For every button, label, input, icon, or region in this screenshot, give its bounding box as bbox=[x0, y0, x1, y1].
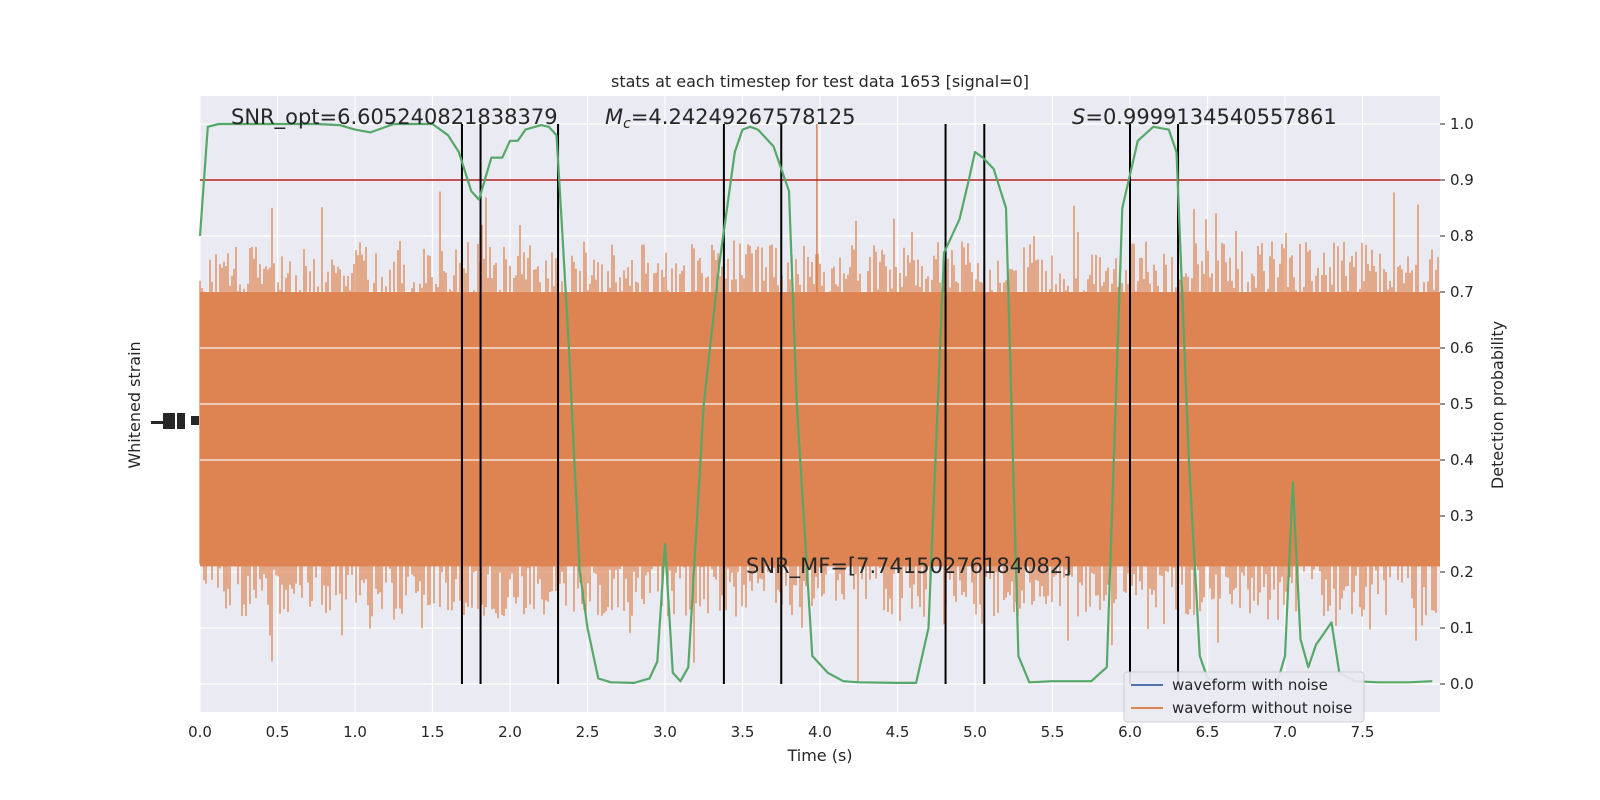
snr-mf-annotation: SNR_MF=[7.74150276184082] bbox=[746, 554, 1071, 579]
waveform-spikes bbox=[199, 191, 1439, 682]
x-tick-label: 3.0 bbox=[653, 723, 677, 741]
x-tick-label: 1.0 bbox=[343, 723, 367, 741]
x-tick-label: 1.5 bbox=[421, 723, 445, 741]
y-axis-right-label: Detection probability bbox=[1488, 321, 1507, 489]
x-tick-label: 3.5 bbox=[731, 723, 755, 741]
legend-box bbox=[1123, 671, 1365, 723]
y-tick-label: 0.8 bbox=[1450, 227, 1474, 245]
snr-opt-annotation: SNR_opt=6.605240821838379 bbox=[231, 105, 558, 130]
legend: waveform with noise waveform without noi… bbox=[1123, 671, 1365, 723]
y-tick-label: 0.3 bbox=[1450, 507, 1474, 525]
legend-label-no-noise: waveform without noise bbox=[1172, 699, 1352, 717]
s-annotation: S=0.9999134540557861 bbox=[1072, 105, 1337, 129]
legend-label-noise: waveform with noise bbox=[1172, 676, 1328, 694]
y-tick-label: 1.0 bbox=[1450, 115, 1474, 133]
detection-probability-path bbox=[198, 122, 1433, 684]
y-tick-label: 0.4 bbox=[1450, 451, 1474, 469]
y-tick-label: 0.5 bbox=[1450, 395, 1474, 413]
x-tick-label: 6.0 bbox=[1118, 723, 1142, 741]
y-tick-label: 0.1 bbox=[1450, 619, 1474, 637]
left-axis-tick-marks bbox=[151, 413, 199, 429]
waveform-without-noise bbox=[199, 124, 1440, 682]
x-tick-label: 6.5 bbox=[1196, 723, 1220, 741]
x-axis-ticks: 0.0 0.5 1.0 1.5 2.0 2.5 3.0 3.5 4.0 4.5 5.0 5.5 6.0 6… bbox=[188, 723, 1374, 741]
detection-probability-line bbox=[198, 122, 1433, 684]
y-tick-label: 0.6 bbox=[1450, 339, 1474, 357]
y-tick-label: 0.2 bbox=[1450, 563, 1474, 581]
y-axis-right-ticks: 0.0 0.1 0.2 0.3 0.4 0.5 0.6 0.7 0.8 0.9 1.0 bbox=[1440, 115, 1474, 693]
y-tick-label: 0.7 bbox=[1450, 283, 1474, 301]
chirp-mass-annotation: Mc=4.24249267578125 bbox=[605, 105, 856, 132]
x-tick-label: 5.0 bbox=[963, 723, 987, 741]
x-tick-label: 7.0 bbox=[1273, 723, 1297, 741]
y-axis-left-label: Whitened strain bbox=[125, 341, 144, 468]
x-tick-label: 2.0 bbox=[498, 723, 522, 741]
event-markers bbox=[460, 124, 1180, 684]
x-tick-label: 7.5 bbox=[1351, 723, 1375, 741]
x-tick-label: 2.5 bbox=[576, 723, 600, 741]
x-tick-label: 4.5 bbox=[886, 723, 910, 741]
y-tick-label: 0.9 bbox=[1450, 171, 1474, 189]
x-axis-label: Time (s) bbox=[786, 746, 852, 765]
x-tick-label: 5.5 bbox=[1041, 723, 1065, 741]
chart-title: stats at each timestep for test data 165… bbox=[611, 72, 1029, 91]
x-tick-label: 0.0 bbox=[188, 723, 212, 741]
x-tick-label: 0.5 bbox=[266, 723, 290, 741]
x-tick-label: 4.0 bbox=[808, 723, 832, 741]
y-tick-label: 0.0 bbox=[1450, 675, 1474, 693]
